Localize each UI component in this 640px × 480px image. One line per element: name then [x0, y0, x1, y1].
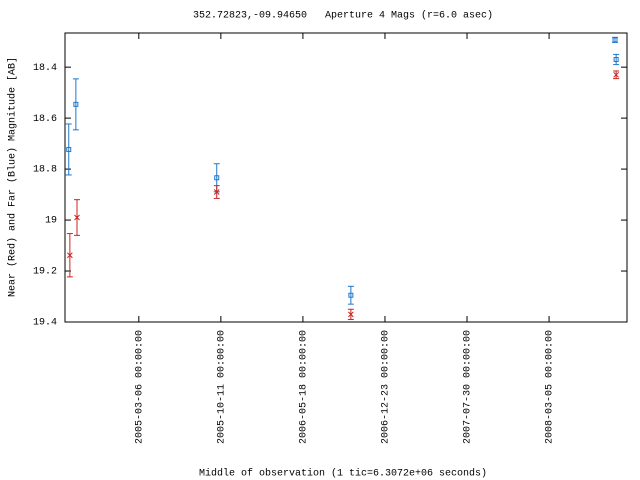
- chart-title: 352.72823,-09.94650 Aperture 4 Mags (r=6…: [193, 10, 493, 22]
- x-tick-label: 2006-05-18 00:00:00: [299, 330, 310, 444]
- point: [73, 101, 79, 107]
- error-bar: [72, 78, 79, 131]
- point: [348, 292, 354, 298]
- x-tick-label: 2008-03-05 00:00:00: [545, 330, 556, 444]
- point: [213, 189, 220, 195]
- x-tick-label: 2005-10-11 00:00:00: [217, 330, 228, 444]
- x-tick-label: 2005-03-06 00:00:00: [134, 330, 145, 444]
- error-bar: [65, 123, 72, 176]
- x-tick-label: 2007-07-30 00:00:00: [463, 330, 474, 444]
- y-tick-label: 19.2: [33, 267, 57, 278]
- point: [214, 175, 220, 181]
- plot-frame: [64, 32, 628, 323]
- y-tick-label: 19.4: [33, 318, 57, 329]
- y-tick-label: 19: [45, 216, 57, 227]
- y-tick-label: 18.6: [33, 114, 57, 125]
- y-tick-label: 18.8: [33, 165, 57, 176]
- x-axis-label: Middle of observation (1 tic=6.3072e+06 …: [199, 468, 487, 480]
- point: [613, 57, 619, 63]
- x-tick-label: 2006-12-23 00:00:00: [381, 330, 392, 444]
- point: [612, 37, 618, 43]
- error-bar: [347, 285, 354, 305]
- y-tick-label: 18.4: [33, 63, 57, 74]
- point: [613, 71, 619, 78]
- y-axis-label: Near (Red) and Far (Blue) Magnitude [AB]: [7, 57, 19, 297]
- point: [348, 311, 354, 318]
- point: [74, 214, 80, 221]
- point: [66, 146, 72, 152]
- point: [67, 252, 73, 259]
- error-bar: [613, 53, 620, 66]
